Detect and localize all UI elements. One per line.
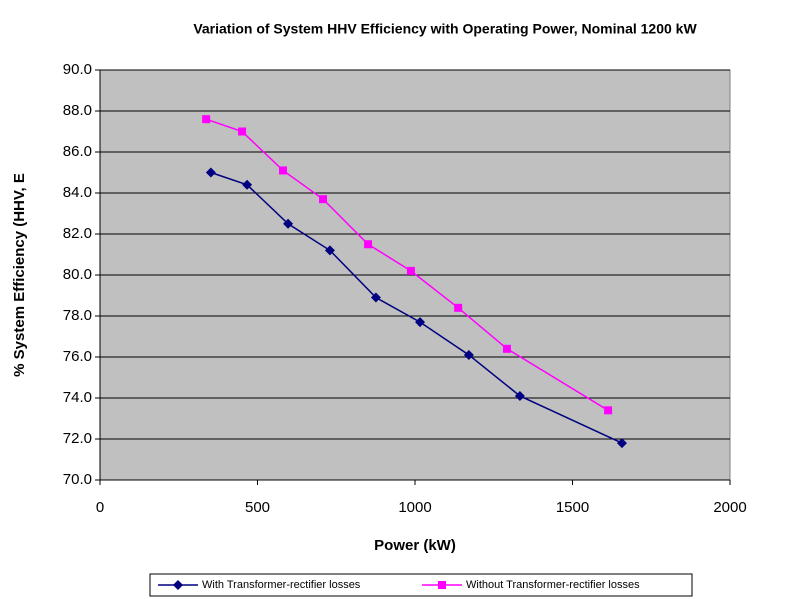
data-point: [370, 292, 381, 303]
data-point: [604, 406, 613, 415]
data-point: [202, 115, 211, 124]
y-tick-label: 74.0: [63, 389, 92, 406]
data-point: [242, 179, 253, 190]
data-point: [502, 344, 511, 353]
y-tick-label: 86.0: [63, 143, 92, 160]
y-tick-label: 80.0: [63, 266, 92, 283]
x-tick-label: 0: [96, 499, 104, 516]
legend-marker: [173, 580, 183, 590]
y-tick-label: 76.0: [63, 348, 92, 365]
x-tick-label: 1000: [398, 499, 431, 516]
data-point: [319, 195, 328, 204]
data-point: [463, 349, 474, 360]
legend-label: With Transformer-rectifier losses: [202, 579, 361, 591]
data-point: [238, 127, 247, 136]
x-axis-label: Power (kW): [374, 537, 456, 554]
x-tick-label: 1500: [556, 499, 589, 516]
legend-box: [149, 573, 693, 597]
y-tick-label: 72.0: [63, 430, 92, 447]
y-tick-label: 84.0: [63, 184, 92, 201]
y-tick-label: 78.0: [63, 307, 92, 324]
data-point: [514, 390, 525, 401]
x-tick-label: 2000: [713, 499, 746, 516]
y-tick-label: 90.0: [63, 61, 92, 78]
data-point: [205, 167, 216, 178]
data-point: [364, 240, 373, 249]
y-axis-label: % System Efficiency (HHV, E: [11, 173, 28, 377]
legend-label: Without Transformer-rectifier losses: [466, 579, 640, 591]
data-point: [283, 218, 294, 229]
data-point: [279, 166, 288, 175]
x-tick-label: 500: [245, 499, 270, 516]
data-point: [415, 317, 426, 328]
data-point: [324, 245, 335, 256]
y-tick-label: 82.0: [63, 225, 92, 242]
chart-title: Variation of System HHV Efficiency with …: [193, 21, 697, 37]
data-point: [406, 266, 415, 275]
y-tick-label: 70.0: [63, 471, 92, 488]
y-tick-label: 88.0: [63, 102, 92, 119]
legend-marker: [438, 581, 446, 589]
data-point: [454, 303, 463, 312]
data-point: [616, 438, 627, 449]
